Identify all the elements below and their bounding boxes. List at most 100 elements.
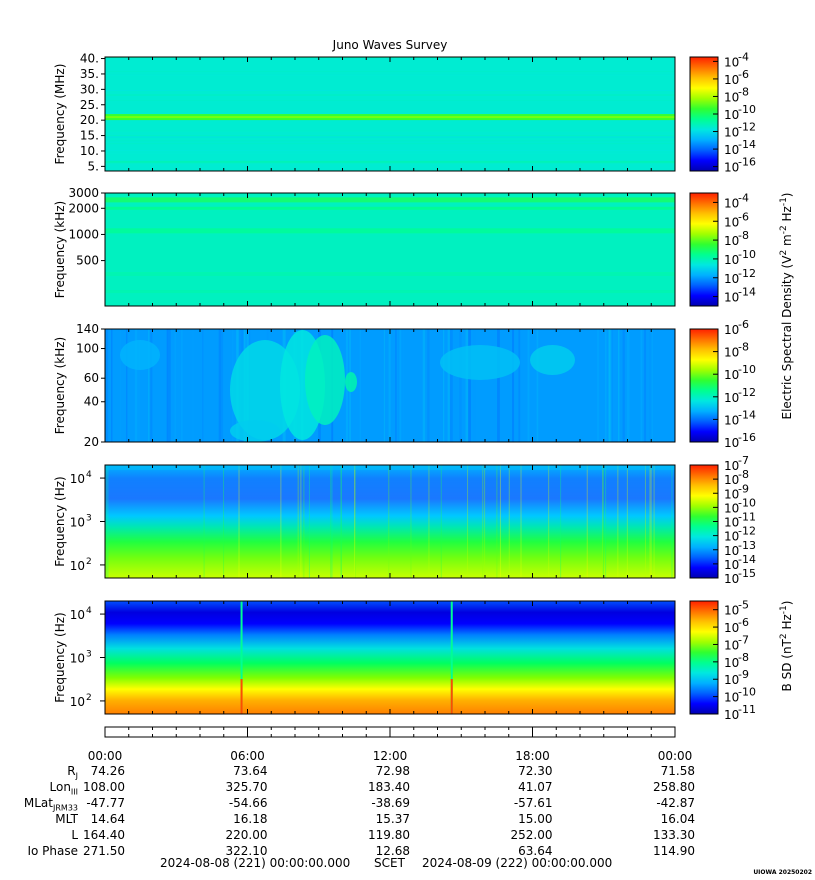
panels: 5.10.15. 20.25. 30.35.40. Frequency (MHz) 10… [53,50,794,722]
colorbar-tick-label: 10 [724,673,739,687]
spectrogram-image [105,465,675,578]
time-tick-label: 06:00 [230,749,265,763]
colorbar-tick-label: 10 [724,708,739,722]
chart-title: Juno Waves Survey [332,38,448,52]
colorbar-tick-exponent: -6 [738,68,749,81]
footer-end-date: 2024-08-09 (222) 00:00:00.000 [422,856,613,870]
texture-streak [422,329,426,442]
texture-streak [671,465,673,578]
ephemeris-value: 15.37 [375,812,410,826]
texture-streak [610,329,613,442]
spectral-band [105,94,675,96]
colorbar-tick-label: 10 [724,143,739,157]
colorbar-tick-exponent: -16 [738,156,756,169]
colorbar-tick-label: 10 [724,604,739,618]
y-tick-label: 1000 [68,227,99,241]
colorbar-tick-label: 10 [724,368,739,382]
spectrogram-image [105,57,675,171]
y-tick-label: 500 [76,254,99,268]
ephemeris-value: 119.80 [368,828,410,842]
texture-streak [383,329,385,442]
colorbar-tick-label: 10 [724,544,739,558]
y-axis-label: Frequency (Hz) [53,476,67,567]
time-tick-label: 18:00 [515,749,550,763]
y-tick-exponent: 3 [86,650,92,660]
colorbar-tick-label: 10 [724,530,739,544]
colorbar-tick-label: 10 [724,55,739,69]
texture-streak [203,465,205,578]
colorbar-tick-exponent: -10 [738,496,756,509]
ephemeris-value: -57.61 [513,796,553,810]
y-tick-label: 10 [70,695,85,709]
spectral-band [105,290,675,294]
colorbar-tick-exponent: -13 [738,539,756,552]
ephemeris-value: 72.98 [375,764,410,778]
time-axis: 00:00 06:00 12:00 18:00 00:00 [88,726,693,763]
time-tick-label: 00:00 [658,749,693,763]
emission-feature [230,420,280,442]
ephemeris-label: RJ [67,764,78,781]
texture-streak [447,329,451,442]
texture-streak [340,465,342,578]
spectral-band [105,71,675,73]
texture-streak [308,465,310,578]
texture-streak [465,329,469,442]
colorbar-tick-label: 10 [724,501,739,515]
texture-streak [473,329,476,442]
ephemeris-label: LonIII [49,780,79,797]
texture-streak [359,329,361,442]
colorbar-tick-label: 10 [724,621,739,635]
texture-streak [497,329,500,442]
spectral-band [105,150,675,152]
texture-streak [499,465,501,578]
y-tick-label: 3000 [68,186,99,200]
ephemeris-value: 16.04 [660,812,695,826]
colorbar-tick-label: 10 [724,108,739,122]
credit-label: UIOWA 20250202 [753,869,812,876]
y-tick-label: 2000 [68,201,99,215]
interference-spike-base [240,679,243,714]
ephemeris-value: 14.64 [90,812,125,826]
footer-scet: SCET [374,856,405,870]
spectrogram-image [105,193,675,306]
texture-streak [650,465,652,578]
time-tick-label: 12:00 [373,749,408,763]
texture-streak [149,329,153,442]
y-tick-label: 10 [70,608,85,622]
texture-streak [399,329,402,442]
texture-streak [181,329,183,442]
texture-streak [467,465,469,578]
texture-streak [107,465,109,578]
texture-streak [518,329,521,442]
texture-streak [223,465,225,578]
texture-streak [340,465,342,578]
y-tick-label: 20. [80,113,99,127]
colorbar-tick-exponent: -9 [738,668,749,681]
texture-streak [166,329,168,442]
y-tick-label: 15. [80,129,99,143]
ephemeris-value: 322.10 [225,844,268,858]
footer-start-date: 2024-08-08 (221) 00:00:00.000 [160,856,351,870]
colorbar-tick-label: 10 [724,346,739,360]
colorbar-tick-label: 10 [724,291,739,305]
ephemeris-label: L [71,828,78,842]
interference-spike [450,601,453,714]
spectral-band [105,134,675,136]
emission-feature [440,345,520,380]
texture-streak [644,329,647,442]
colorbar-label-electric: Electric Spectral Density (V2 m-2 Hz-1) [779,192,794,419]
colorbar-tick-label: 10 [724,516,739,530]
y-axis-label: Frequency (MHz) [53,64,67,165]
ephemeris-value: 15.00 [518,812,553,826]
y-tick-label: 5. [88,159,99,173]
y-tick-exponent: 2 [86,557,92,567]
colorbar-tick-exponent: -12 [738,525,756,538]
spectral-band [105,206,675,210]
texture-streak [626,329,630,442]
texture-streak [402,329,405,442]
colorbar-tick-exponent: -11 [738,703,756,716]
texture-streak [398,329,400,442]
texture-streak [596,329,600,442]
texture-streak [496,465,498,578]
colorbar-tick-exponent: -14 [738,408,756,421]
